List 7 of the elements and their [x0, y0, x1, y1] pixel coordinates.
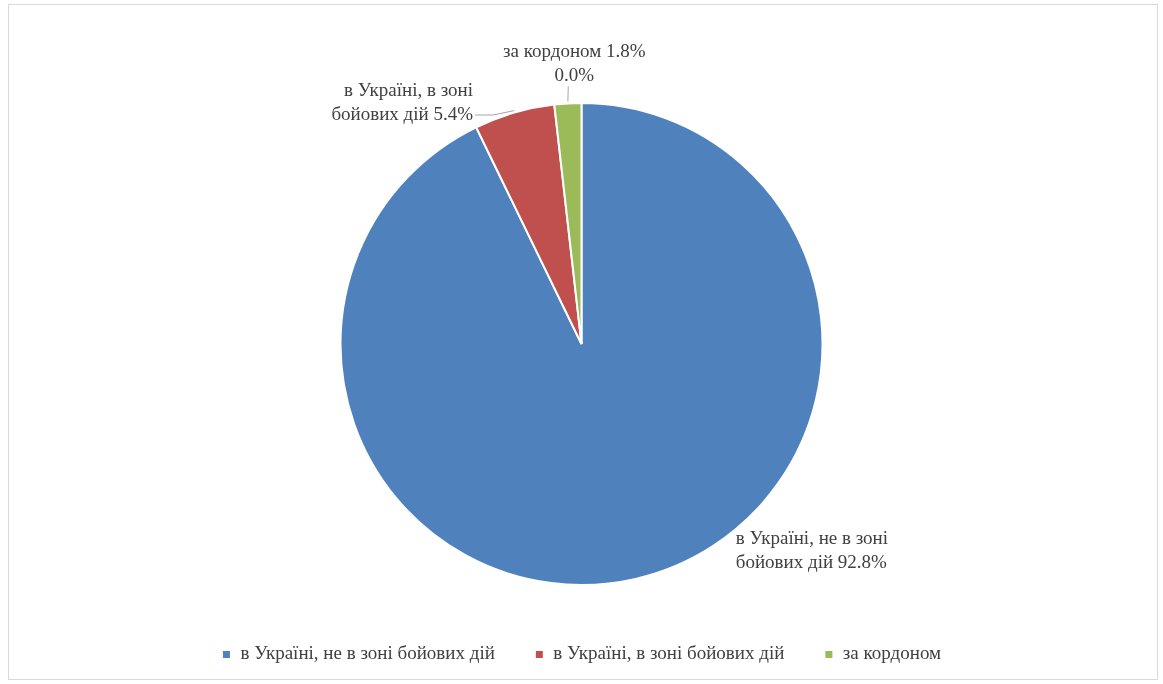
text: 0.0%: [554, 64, 595, 86]
legend-label: за кордоном: [842, 642, 942, 664]
legend-label: в Україні, в зоні бойових дій: [553, 642, 785, 664]
legend-label: в Україні, не в зоні бойових дій: [240, 642, 495, 664]
category-label: в Україні, не в зоні бойових дій 92.8%: [735, 527, 889, 573]
category-label: в Україні, в зоні бойових дій 5.4%: [331, 78, 474, 124]
category-label: за кордоном 1.8%: [503, 40, 646, 62]
